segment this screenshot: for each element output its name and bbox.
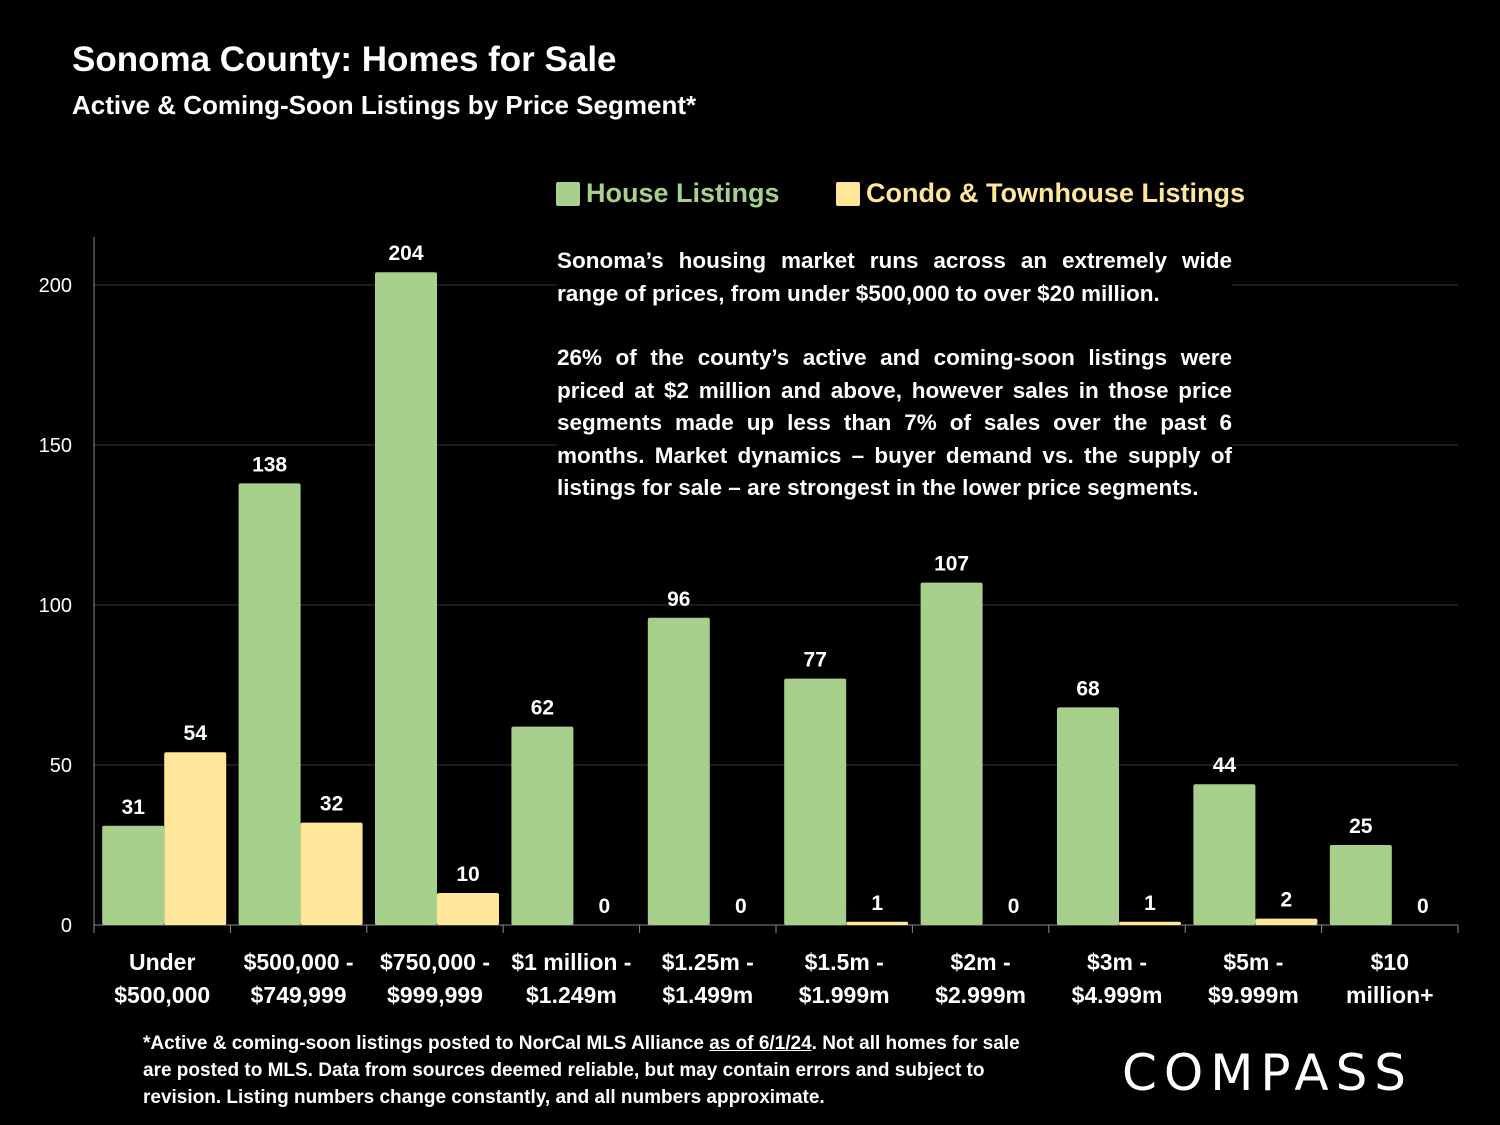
bar-condo-8 xyxy=(1255,918,1318,925)
legend-swatch-condo xyxy=(836,181,860,206)
bar-house-1 xyxy=(238,483,301,925)
data-label-condo-6: 0 xyxy=(1008,895,1020,918)
legend-item-condo: Condo & Townhouse Listings xyxy=(836,178,1245,209)
bar-condo-1 xyxy=(300,822,363,925)
data-label-house-6: 107 xyxy=(934,553,969,576)
x-tick-label-line: million+ xyxy=(1346,982,1434,1008)
x-tick-label-line: $4.999m xyxy=(1072,982,1163,1008)
x-tick-label-line: $1.25m - xyxy=(662,949,754,975)
bar-house-4 xyxy=(647,617,710,925)
bar-house-0 xyxy=(102,825,165,925)
x-tick-label-7: $3m - $4.999m xyxy=(1072,949,1163,1008)
y-tick-label-100: 100 xyxy=(39,595,72,617)
data-label-house-9: 25 xyxy=(1349,815,1373,838)
legend-item-house: House Listings xyxy=(556,178,780,209)
x-tick-label-line: $1.249m xyxy=(526,982,617,1008)
footnote-part-2: . Not all homes for sale are posted to M… xyxy=(143,1033,1020,1108)
x-tick-label-line: $1.499m xyxy=(662,982,753,1008)
footnote-date-link: as of 6/1/24 xyxy=(709,1033,812,1054)
x-tick-label-6: $2m - $2.999m xyxy=(935,949,1026,1008)
bar-condo-7 xyxy=(1119,921,1181,925)
x-tick-label-line: $1 million - xyxy=(511,949,631,975)
data-label-condo-8: 2 xyxy=(1281,889,1293,912)
data-label-house-8: 44 xyxy=(1213,754,1237,777)
bars xyxy=(102,272,1392,925)
bar-house-3 xyxy=(511,726,574,925)
legend-label-condo: Condo & Townhouse Listings xyxy=(866,178,1245,208)
x-tick-label-line: $1.5m - xyxy=(805,949,884,975)
bar-house-2 xyxy=(375,272,437,925)
legend-label-house: House Listings xyxy=(586,178,780,208)
annotation-paragraph-2: 26% of the county’s active and coming-so… xyxy=(557,345,1232,500)
x-tick-label-line: $500,000 xyxy=(114,982,210,1008)
data-label-condo-1: 32 xyxy=(320,793,343,816)
data-label-house-1: 138 xyxy=(252,453,287,476)
data-label-condo-7: 1 xyxy=(1144,892,1156,915)
x-tick-label-1: $500,000 - $749,999 xyxy=(244,949,354,1008)
data-label-condo-5: 1 xyxy=(871,892,883,915)
x-tick-label-line: $3m - xyxy=(1087,949,1147,975)
x-tick-label-3: $1 million - $1.249m xyxy=(511,949,631,1008)
y-tick-label-150: 150 xyxy=(39,435,72,457)
chart-title: Sonoma County: Homes for Sale xyxy=(72,40,617,79)
legend-swatch-house xyxy=(556,181,580,206)
x-tick-label-line: $9.999m xyxy=(1208,982,1299,1008)
data-label-house-3: 62 xyxy=(531,697,554,720)
data-label-house-7: 68 xyxy=(1076,677,1100,700)
data-label-house-0: 31 xyxy=(122,796,146,819)
bar-house-8 xyxy=(1193,784,1256,925)
x-tick-label-9: $10 million+ xyxy=(1346,949,1434,1008)
bar-condo-0 xyxy=(164,752,227,925)
x-tick-label-8: $5m - $9.999m xyxy=(1208,949,1299,1008)
bar-condo-2 xyxy=(437,893,499,925)
annotation-paragraph-1: Sonoma’s housing market runs across an e… xyxy=(557,248,1232,306)
x-tick-label-line: $5m - xyxy=(1223,949,1283,975)
x-tick-label-2: $750,000 - $999,999 xyxy=(380,949,490,1008)
x-tick-label-line: $2.999m xyxy=(935,982,1026,1008)
x-tick-label-line: $750,000 - xyxy=(380,949,490,975)
data-label-condo-3: 0 xyxy=(599,895,611,918)
chart-subtitle: Active & Coming-Soon Listings by Price S… xyxy=(72,90,697,120)
compass-logo: COMPASS xyxy=(1122,1044,1414,1102)
x-tick-label-line: $749,999 xyxy=(251,982,347,1008)
annotation-box: Sonoma’s housing market runs across an e… xyxy=(557,245,1232,537)
bar-house-6 xyxy=(920,582,983,925)
bar-house-7 xyxy=(1057,707,1119,925)
x-tick-label-0: Under $500,000 xyxy=(114,949,210,1008)
x-tick-label-line: $2m - xyxy=(951,949,1011,975)
data-label-house-2: 204 xyxy=(388,242,423,265)
x-tick-label-5: $1.5m - $1.999m xyxy=(799,949,890,1008)
x-tick-label-4: $1.25m - $1.499m xyxy=(662,949,754,1008)
y-tick-label-0: 0 xyxy=(61,915,72,937)
footnote-part-1: *Active & coming-soon listings posted to… xyxy=(143,1033,710,1054)
y-tick-label-50: 50 xyxy=(50,755,72,777)
x-tick-label-line: Under xyxy=(129,949,196,975)
data-label-house-5: 77 xyxy=(804,649,827,672)
x-tick-label-line: $500,000 - xyxy=(244,949,354,975)
data-label-condo-9: 0 xyxy=(1417,895,1429,918)
bar-house-5 xyxy=(784,678,847,925)
data-label-condo-2: 10 xyxy=(456,863,479,886)
data-label-house-4: 96 xyxy=(667,588,690,611)
x-tick-label-line: $1.999m xyxy=(799,982,890,1008)
footnote: *Active & coming-soon listings posted to… xyxy=(143,1030,1053,1111)
data-label-condo-4: 0 xyxy=(735,895,747,918)
y-tick-label-200: 200 xyxy=(39,275,72,297)
x-tick-label-line: $999,999 xyxy=(387,982,483,1008)
bar-condo-5 xyxy=(846,921,909,925)
x-tick-label-line: $10 xyxy=(1371,949,1409,975)
data-label-condo-0: 54 xyxy=(184,722,208,745)
bar-house-9 xyxy=(1329,845,1392,925)
